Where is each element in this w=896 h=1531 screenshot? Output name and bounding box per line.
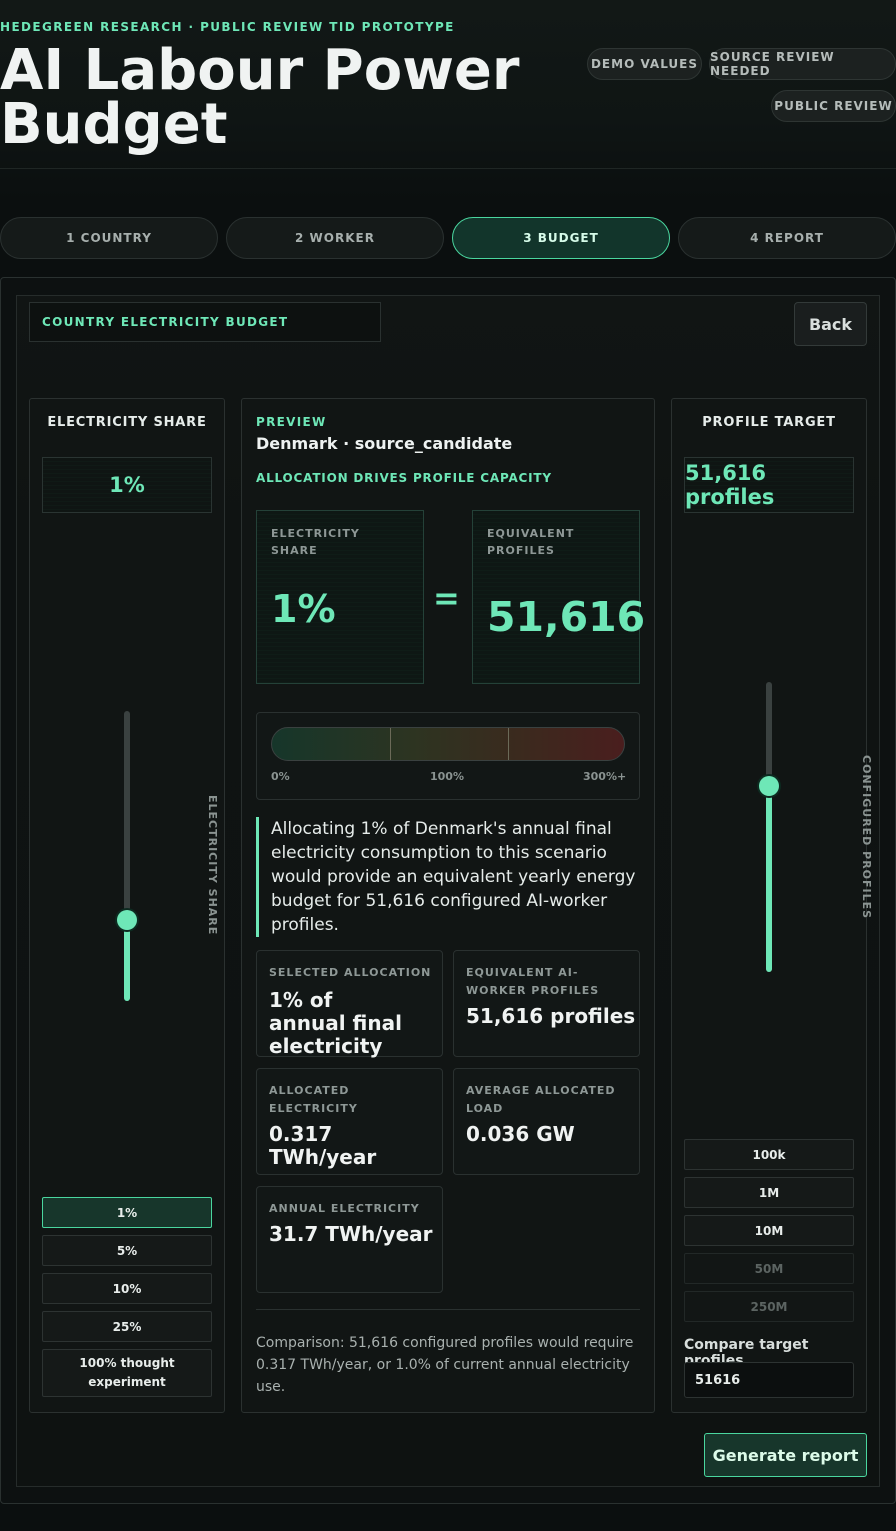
stat-selected-allocation: SELECTED ALLOCATION 1% of annual final e… [256,950,443,1058]
stat-equivalent-profiles: EQUIVALENT AI-WORKER PROFILES 51,616 pro… [453,950,640,1057]
profile-target-value: 51,616 profiles [684,457,854,513]
preview-panel: PREVIEW Denmark · source_candidate ALLOC… [241,398,655,1413]
equals-sign: = [433,579,460,617]
step-budget[interactable]: 3 BUDGET [452,217,670,259]
preset-10-percent[interactable]: 10% [42,1273,212,1304]
stat-label: EQUIVALENT AI-WORKER PROFILES [466,966,600,997]
share-card-label: ELECTRICITY SHARE [271,527,360,557]
section-label: COUNTRY ELECTRICITY BUDGET [29,302,381,342]
preset-1m[interactable]: 1M [684,1177,854,1208]
meter-label-100: 100% [430,770,464,783]
step-report[interactable]: 4 REPORT [678,217,896,259]
electricity-share-value: 1% [42,457,212,513]
preset-10m[interactable]: 10M [684,1215,854,1246]
eyebrow: HEDEGREEN RESEARCH · PUBLIC REVIEW TID P… [0,20,455,34]
preset-250m[interactable]: 250M [684,1291,854,1322]
stat-label: AVERAGE ALLOCATED LOAD [466,1084,616,1115]
stat-label: SELECTED ALLOCATION [269,966,432,979]
meter-label-300: 300%+ [583,770,627,783]
stat-label: ALLOCATED ELECTRICITY [269,1084,358,1115]
preview-country: Denmark · source_candidate [256,434,513,453]
preview-kicker: PREVIEW [256,415,327,429]
allocation-meter-bar [271,727,625,761]
profiles-card-label: EQUIVALENT PROFILES [487,527,575,557]
stat-value: 31.7 TWh/year [269,1222,433,1246]
comparison-text: Comparison: 51,616 configured profiles w… [256,1335,634,1395]
preset-25-percent[interactable]: 25% [42,1311,212,1342]
header-divider [0,168,896,169]
back-button[interactable]: Back [794,302,867,346]
stat-value: 51,616 profiles [466,1004,636,1028]
electricity-share-slider[interactable] [124,711,130,1001]
allocation-meter: 0% 100% 300%+ [256,712,640,800]
preset-50m[interactable]: 50M [684,1253,854,1284]
stat-annual-electricity: ANNUAL ELECTRICITY 31.7 TWh/year [256,1186,443,1293]
share-card-value: 1% [271,587,336,631]
preset-100k[interactable]: 100k [684,1139,854,1170]
profile-target-title: PROFILE TARGET [702,415,836,430]
preset-1-percent[interactable]: 1% [42,1197,212,1228]
badge-public-review: PUBLIC REVIEW [771,90,896,122]
electricity-share-panel: ELECTRICITY SHARE 1% ELECTRICITY SHARE 1… [29,398,225,1413]
profile-target-slider-handle[interactable] [759,776,779,797]
profiles-card: EQUIVALENT PROFILES 51,616 [472,510,645,684]
electricity-share-slider-fill [124,919,130,1001]
stat-allocated-electricity: ALLOCATED ELECTRICITY 0.317 TWh/year [256,1068,443,1175]
profile-target-slider-label: CONFIGURED PROFILES [860,755,873,920]
electricity-share-slider-handle[interactable] [117,909,137,930]
electricity-share-title: ELECTRICITY SHARE [47,415,207,430]
allocation-statement: Allocating 1% of Denmark's annual final … [256,817,640,937]
meter-label-0: 0% [271,770,290,783]
stat-average-load: AVERAGE ALLOCATED LOAD 0.036 GW [453,1068,640,1175]
page-title: AI Labour Power Budget [0,38,520,157]
badge-demo-values: DEMO VALUES [587,48,702,80]
profile-target-slider-fill [766,786,772,972]
stat-label: ANNUAL ELECTRICITY [269,1202,420,1215]
stat-value: 0.036 GW [466,1122,575,1146]
preview-subtitle: ALLOCATION DRIVES PROFILE CAPACITY [256,471,552,485]
preset-100-percent[interactable]: 100% thought experiment [42,1349,212,1397]
preview-divider [256,1309,640,1310]
preset-5-percent[interactable]: 5% [42,1235,212,1266]
compare-target-input[interactable] [684,1362,854,1398]
badge-source-review: SOURCE REVIEW NEEDED [709,48,896,80]
stat-value: 0.317 TWh/year [269,1122,377,1169]
share-card: ELECTRICITY SHARE 1% [256,510,424,684]
profiles-card-value: 51,616 [487,593,646,641]
meter-tick [390,728,391,760]
step-country[interactable]: 1 COUNTRY [0,217,218,259]
electricity-share-slider-label: ELECTRICITY SHARE [206,795,219,936]
profile-target-panel: PROFILE TARGET 51,616 profiles CONFIGURE… [671,398,873,1413]
header-background [0,0,896,200]
step-worker[interactable]: 2 WORKER [226,217,444,259]
stat-value: 1% of annual final electricity [269,988,402,1058]
meter-tick [508,728,509,760]
generate-report-button[interactable]: Generate report [704,1433,867,1477]
